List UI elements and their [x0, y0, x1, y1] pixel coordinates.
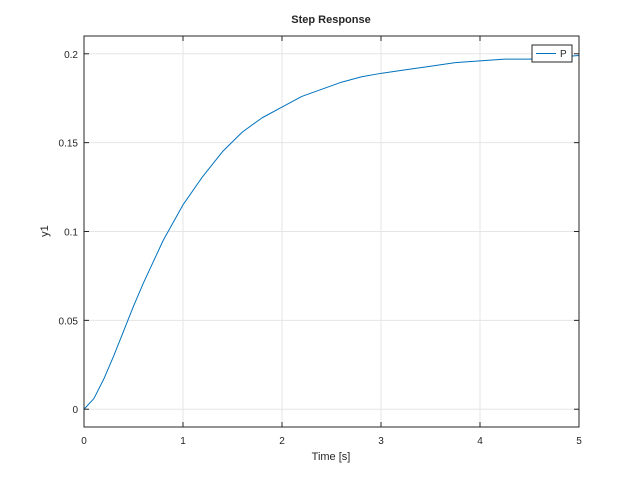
series-line-p [83, 55, 580, 410]
y-tick-label: 0.05 [59, 316, 79, 327]
y-tick-label: 0.15 [59, 139, 79, 150]
x-tick-label: 0 [81, 436, 87, 447]
series-layer [83, 55, 580, 410]
chart-title: Step Response [291, 14, 370, 26]
y-tick-label: 0.1 [64, 228, 78, 239]
x-tick-label: 3 [378, 436, 384, 447]
legend: P [531, 44, 573, 63]
x-tick-label: 1 [180, 436, 186, 447]
y-axis-label: y1 [39, 225, 51, 237]
x-tick-label: 4 [477, 436, 483, 447]
x-axis-label: Time [s] [312, 451, 351, 463]
x-tick-label: 5 [576, 436, 582, 447]
x-tick-label: 2 [279, 436, 285, 447]
y-tick-label: 0.2 [64, 50, 78, 61]
y-tick-label: 0 [72, 405, 78, 416]
ticks: 0 1 2 3 4 5 0 0.05 0.1 0.15 0.2 [59, 36, 582, 447]
legend-entry-label: P [560, 49, 567, 60]
